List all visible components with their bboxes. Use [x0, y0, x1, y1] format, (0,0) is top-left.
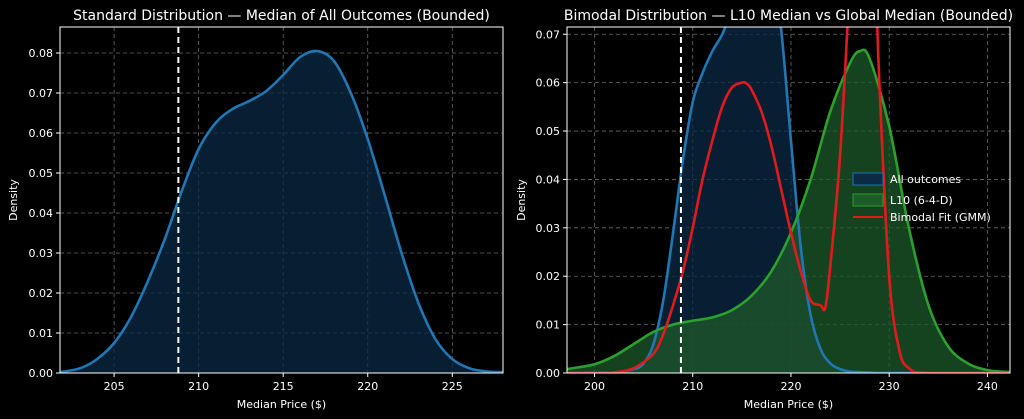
- series-fill-l10-6-4-d: [567, 49, 1010, 373]
- x-tick-label: 220: [357, 380, 378, 393]
- x-tick-label: 205: [104, 380, 125, 393]
- y-tick-label: 0.02: [29, 287, 54, 300]
- x-tick-label: 210: [682, 380, 703, 393]
- chart-bimodal-distribution: 200 210 220 230 240 0.00 0.01 0.02 0.03 0.04 0.05 0…: [515, 8, 1013, 411]
- chart-standard-distribution: 205 210 215 220 225 0.00 0.01 0.02 0.03 0.04 0.05 0…: [7, 8, 504, 411]
- y-tick-label: 0.05: [536, 125, 561, 138]
- y-tick-label: 0.00: [536, 367, 561, 380]
- y-axis-label: Density: [515, 179, 528, 221]
- y-tick-label: 0.00: [29, 367, 54, 380]
- y-tick-label: 0.03: [29, 247, 54, 260]
- x-tick-label: 215: [273, 380, 294, 393]
- y-tick-label: 0.07: [29, 87, 54, 100]
- y-tick-label: 0.05: [29, 167, 54, 180]
- x-tick-label: 200: [584, 380, 605, 393]
- series-line-all-outcomes: [60, 49, 503, 373]
- x-tick-label: 225: [442, 380, 463, 393]
- x-tick-label: 240: [977, 380, 998, 393]
- legend-label-gmm: Bimodal Fit (GMM): [890, 211, 991, 224]
- y-axis-label: Density: [7, 179, 20, 221]
- series-line-all-outcomes: [567, 27, 1010, 373]
- axis-ticks: 205 210 215 220 225 0.00 0.01 0.02 0.03 0.04 0.05 0…: [29, 47, 463, 393]
- y-tick-label: 0.01: [536, 319, 561, 332]
- legend-swatch-all-outcomes: [852, 172, 884, 186]
- series-line-l10-6-4-d: [567, 48, 1010, 373]
- y-tick-label: 0.07: [536, 28, 561, 41]
- plot-area: [60, 27, 503, 373]
- series-fill-all-outcomes: [60, 50, 503, 373]
- chart-title: Standard Distribution — Median of All Ou…: [73, 8, 490, 24]
- legend-swatch-l10: [852, 193, 884, 207]
- y-tick-label: 0.06: [536, 77, 561, 90]
- x-tick-label: 230: [879, 380, 900, 393]
- legend-label-l10: L10 (6-4-D): [890, 194, 953, 207]
- axis-ticks: 200 210 220 230 240 0.00 0.01 0.02 0.03 0.04 0.05 0…: [536, 28, 998, 393]
- y-tick-label: 0.04: [536, 173, 561, 186]
- x-tick-label: 210: [188, 380, 209, 393]
- x-axis-label: Median Price ($): [237, 398, 326, 411]
- legend: All outcomes L10 (6-4-D) Bimodal Fit (GM…: [852, 172, 991, 224]
- y-tick-label: 0.02: [536, 270, 561, 283]
- series-line-bimodal-fit-gmm: [567, 27, 1010, 373]
- axes-frame: [566, 26, 1011, 374]
- y-tick-label: 0.04: [29, 207, 54, 220]
- axes-frame: [59, 26, 504, 374]
- y-tick-label: 0.08: [29, 47, 54, 60]
- x-axis-label: Median Price ($): [744, 398, 833, 411]
- chart-grid: [567, 27, 1010, 374]
- y-tick-label: 0.01: [29, 327, 54, 340]
- x-tick-label: 220: [780, 380, 801, 393]
- y-tick-label: 0.03: [536, 222, 561, 235]
- chart-title: Bimodal Distribution — L10 Median vs Glo…: [564, 8, 1013, 24]
- legend-label-all-outcomes: All outcomes: [890, 173, 961, 186]
- plot-area: [567, 27, 1010, 373]
- y-tick-label: 0.06: [29, 127, 54, 140]
